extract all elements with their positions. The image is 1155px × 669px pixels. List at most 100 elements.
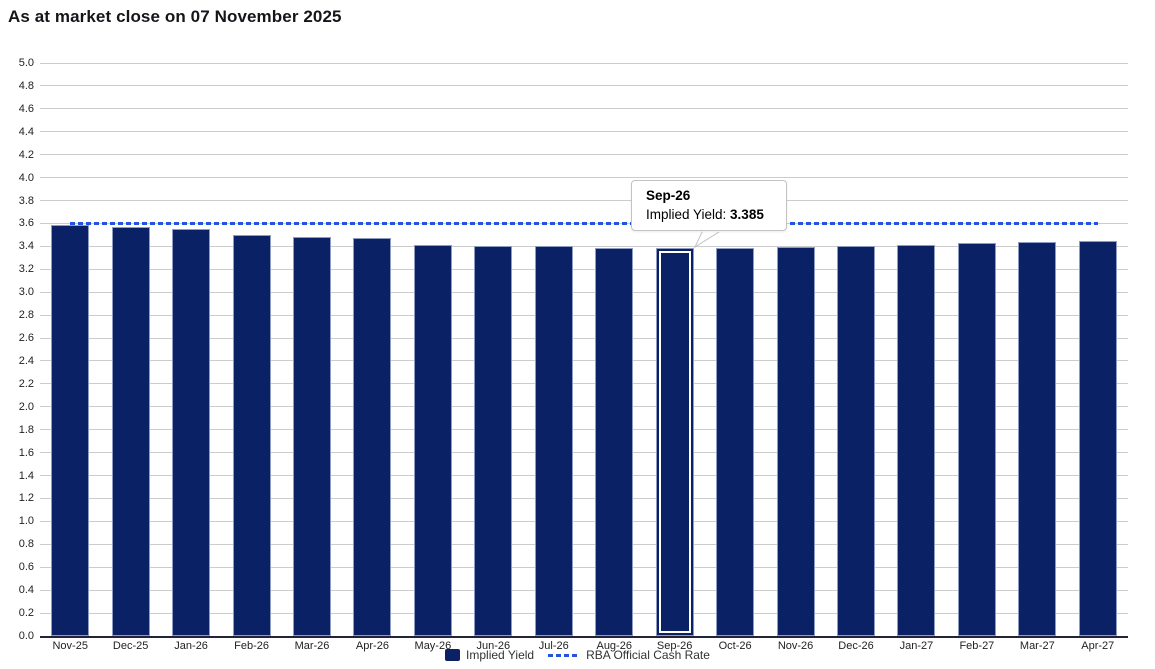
selected-bar-highlight [658, 251, 691, 633]
y-tick-label: 0.0 [18, 630, 34, 642]
x-tick-label: Dec-26 [838, 640, 874, 652]
gridline [40, 131, 1128, 133]
y-tick-label: 1.2 [18, 492, 34, 505]
column-bar-jan-27[interactable] [897, 245, 936, 636]
x-tick-label: Nov-26 [777, 640, 814, 652]
column-bar-nov-25[interactable] [51, 224, 90, 636]
tooltip-value: 3.385 [730, 207, 764, 222]
gridline [40, 337, 1128, 339]
x-tick-label: Oct-26 [718, 640, 752, 652]
column-bar-feb-27[interactable] [957, 243, 996, 636]
x-tick-label: Feb-27 [959, 640, 995, 652]
y-tick-label: 1.8 [18, 423, 34, 436]
chart-title: As at market close on 07 November 2025 [8, 7, 342, 26]
x-tick-label: Aug-26 [596, 640, 632, 652]
y-tick-label: 0.2 [18, 607, 34, 620]
gridline [40, 475, 1128, 477]
column-bar-mar-27[interactable] [1018, 242, 1057, 636]
gridline [40, 108, 1128, 110]
tooltip-body: Implied Yield: 3.385 [646, 207, 774, 222]
gridline [40, 177, 1128, 179]
gridline [40, 452, 1128, 454]
y-tick-label: 3.2 [18, 263, 34, 276]
y-tick-label: 1.0 [18, 515, 34, 528]
column-bar-may-26[interactable] [413, 244, 452, 636]
x-tick-label: Jan-26 [174, 640, 208, 652]
column-bar-dec-26[interactable] [837, 245, 875, 636]
implied-yield-swatch-icon [445, 649, 461, 661]
gridline [40, 520, 1128, 522]
legend: Implied Yield RBA Official Cash Rate [0, 648, 1155, 662]
x-tick-label: Jan-27 [899, 640, 934, 652]
gridline [40, 612, 1128, 614]
rba-cash-rate-line [70, 221, 1098, 225]
y-tick-label: 0.4 [18, 584, 34, 597]
x-tick-label: Jul-26 [538, 640, 569, 652]
y-tick-label: 4.8 [18, 79, 34, 92]
column-bar-dec-25[interactable] [111, 227, 150, 636]
legend-label-rba-cash-rate: RBA Official Cash Rate [586, 648, 710, 662]
gridline [40, 406, 1128, 408]
x-tick-label: Apr-27 [1081, 640, 1115, 652]
gridline [40, 154, 1128, 156]
x-tick-label: Apr-26 [355, 640, 389, 652]
x-tick-label: May-26 [414, 640, 452, 652]
tooltip: Sep-26 Implied Yield: 3.385 [631, 180, 787, 231]
column-bar-jun-26[interactable] [474, 245, 513, 636]
column-bar-oct-26[interactable] [716, 247, 755, 636]
x-axis-line [40, 636, 1128, 638]
column-bar-mar-26[interactable] [293, 236, 331, 636]
gridline [40, 314, 1128, 316]
y-tick-label: 2.2 [18, 377, 34, 390]
y-tick-label: 4.0 [18, 171, 34, 184]
y-tick-label: 3.6 [18, 217, 34, 230]
gridline [40, 360, 1128, 362]
x-tick-label: Mar-27 [1019, 640, 1055, 652]
x-tick-label: Sep-26 [656, 640, 693, 652]
legend-item-rba-cash-rate[interactable]: RBA Official Cash Rate [548, 648, 710, 662]
tooltip-series-label: Implied Yield: [646, 207, 731, 222]
tooltip-category: Sep-26 [646, 188, 691, 203]
gridline [40, 383, 1128, 385]
x-tick-label: Dec-25 [112, 640, 149, 652]
y-tick-label: 4.4 [18, 125, 34, 138]
column-bar-aug-26[interactable] [595, 248, 634, 636]
rba-cash-rate-swatch-icon [548, 653, 581, 657]
y-tick-label: 2.6 [18, 332, 34, 345]
y-tick-label: 1.4 [18, 469, 34, 482]
column-bar-sep-26[interactable] [655, 248, 694, 636]
column-bar-apr-27[interactable] [1078, 240, 1117, 636]
x-tick-label: Jun-26 [476, 640, 511, 652]
x-tick-label: Nov-25 [52, 640, 88, 652]
y-tick-label: 4.2 [18, 148, 34, 161]
gridline [40, 85, 1128, 87]
gridline [40, 268, 1128, 270]
y-tick-label: 5.0 [18, 57, 34, 69]
y-tick-label: 4.6 [18, 102, 34, 115]
column-bar-jan-26[interactable] [172, 229, 211, 636]
y-tick-label: 2.8 [18, 309, 34, 322]
y-tick-label: 1.6 [18, 446, 34, 459]
legend-label-implied-yield: Implied Yield [466, 648, 535, 662]
x-tick-label: Feb-26 [234, 640, 269, 652]
y-tick-label: 0.6 [18, 561, 34, 574]
column-bar-jul-26[interactable] [534, 246, 573, 636]
gridline [40, 429, 1128, 431]
legend-item-implied-yield[interactable]: Implied Yield [445, 648, 534, 662]
gridline [40, 497, 1128, 499]
y-tick-label: 3.8 [18, 194, 34, 207]
y-tick-label: 0.8 [18, 538, 34, 551]
gridline [40, 62, 1128, 64]
gridline [40, 589, 1128, 591]
tooltip-pointer [693, 230, 723, 249]
column-bar-feb-26[interactable] [232, 234, 271, 636]
gridline [40, 566, 1128, 568]
gridline [40, 291, 1128, 293]
column-bar-nov-26[interactable] [776, 246, 815, 636]
column-bar-apr-26[interactable] [353, 237, 392, 636]
y-tick-label: 3.0 [18, 286, 34, 299]
gridline [40, 543, 1128, 545]
y-tick-label: 2.0 [18, 400, 34, 413]
y-tick-label: 3.4 [18, 240, 34, 253]
